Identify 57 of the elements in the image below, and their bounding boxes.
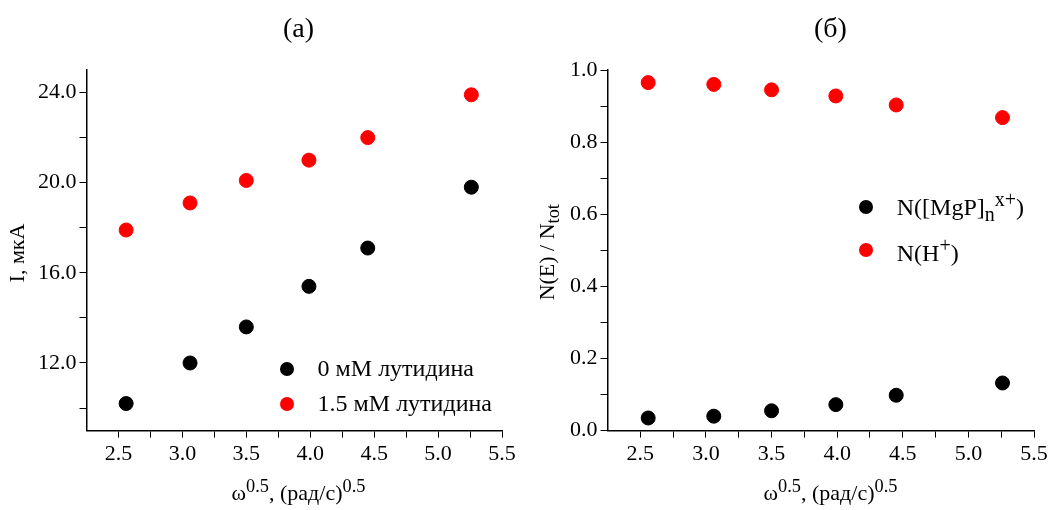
x-tick-label: 3.0 — [168, 439, 197, 465]
x-tick-label: 4.0 — [296, 439, 324, 465]
point — [828, 88, 844, 104]
legend-label: 0 мМ лутидина — [317, 355, 474, 382]
x-tick-label: 3.0 — [692, 439, 720, 465]
y-axis-title: I, мкА — [4, 223, 30, 282]
point — [828, 397, 844, 413]
y-tick-label: 12.0 — [38, 348, 77, 374]
point — [360, 240, 376, 256]
point — [764, 82, 780, 98]
y-tick-label: 16.0 — [38, 258, 77, 284]
x-tick-label: 3.5 — [232, 439, 261, 465]
point — [706, 408, 722, 424]
point — [995, 375, 1011, 391]
point — [182, 195, 198, 211]
point — [888, 387, 904, 403]
point — [640, 410, 656, 426]
point — [360, 130, 376, 146]
point — [888, 97, 904, 113]
x-tick-label: 5.0 — [424, 439, 452, 465]
x-tick-label: 4.5 — [360, 439, 388, 465]
legend-label: 1.5 мМ лутидина — [317, 390, 492, 417]
point — [301, 278, 317, 294]
point — [706, 76, 722, 92]
y-tick-label: 0.8 — [570, 127, 598, 153]
x-axis-title: ω$^{0.5}$, (рад/с)$^{0.5}$ — [230, 475, 367, 506]
chart-title: (б) — [813, 12, 848, 44]
x-tick-label: 3.5 — [757, 439, 786, 465]
point — [463, 179, 479, 195]
legend-label: N([MgP]$_{n}$$^{x+}$) — [896, 188, 1024, 226]
point — [118, 222, 134, 238]
x-tick-label: 5.5 — [1020, 439, 1048, 465]
point — [118, 396, 134, 412]
y-tick-label: 1.0 — [570, 55, 598, 81]
y-tick-label: 0.2 — [570, 344, 598, 370]
y-tick-label: 24.0 — [38, 78, 77, 104]
chart-title: (a) — [281, 12, 316, 44]
legend-label: N(H$^{+}$) — [896, 233, 959, 267]
point — [995, 110, 1011, 126]
y-tick-label: 0.0 — [570, 416, 598, 442]
point — [301, 152, 317, 168]
point — [764, 403, 780, 419]
x-tick-label: 4.5 — [889, 439, 917, 465]
point — [238, 172, 254, 188]
x-tick-label: 4.0 — [823, 439, 851, 465]
point — [182, 355, 198, 371]
point — [238, 319, 254, 335]
x-tick-label: 5.5 — [488, 439, 516, 465]
y-tick-label: 20.0 — [38, 168, 77, 194]
x-tick-label: 2.5 — [104, 439, 133, 465]
point — [640, 75, 656, 91]
y-tick-label: 0.4 — [570, 272, 598, 298]
y-tick-label: 0.6 — [570, 200, 598, 226]
x-tick-label: 5.0 — [954, 439, 983, 465]
x-axis-title: ω$^{0.5}$, (рад/с)$^{0.5}$ — [762, 475, 899, 506]
point — [463, 87, 479, 103]
x-tick-label: 2.5 — [626, 439, 655, 465]
